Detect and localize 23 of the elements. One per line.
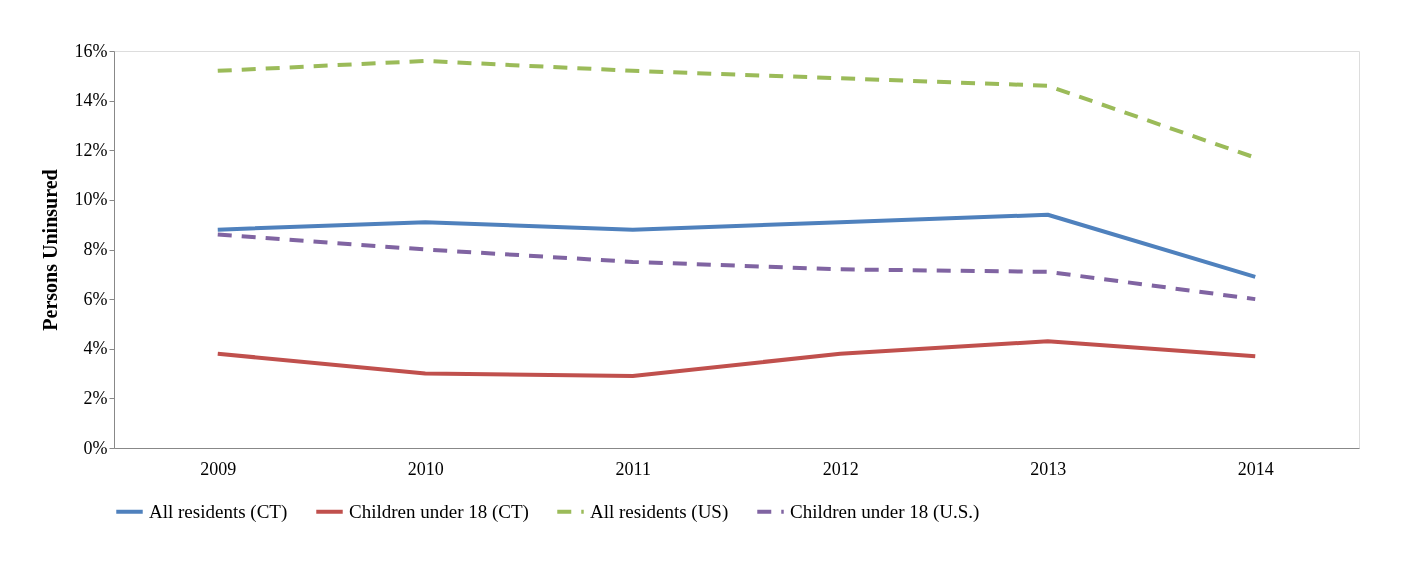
y-tick-label: 2% <box>83 387 108 408</box>
legend-label: All residents (CT) <box>149 500 288 523</box>
y-tick-label: 10% <box>74 189 108 210</box>
x-tick-label: 2010 <box>407 458 444 479</box>
y-tick-label: 14% <box>74 90 108 111</box>
x-tick-label: 2009 <box>200 458 237 479</box>
y-tick-label: 8% <box>83 239 108 259</box>
x-tick-label: 2014 <box>1237 458 1274 479</box>
line-series <box>215 212 1258 279</box>
line-series <box>215 232 1258 302</box>
y-axis-title: Persons Uninsured <box>38 169 61 331</box>
legend-label: Children under 18 (U.S.) <box>790 500 980 523</box>
y-tick-label: 12% <box>74 139 108 160</box>
y-tick-label: 4% <box>83 338 108 359</box>
x-tick-label: 2013 <box>1030 458 1067 479</box>
x-tick-label: 2011 <box>615 458 651 479</box>
line-series <box>215 339 1258 379</box>
x-tick-label: 2012 <box>822 458 859 479</box>
y-tick-label: 6% <box>83 288 108 309</box>
legend-label: Children under 18 (CT) <box>349 500 529 523</box>
legend-label: All residents (US) <box>590 500 729 523</box>
y-tick-label: 0% <box>83 437 108 458</box>
y-tick-label: 16% <box>74 40 108 61</box>
